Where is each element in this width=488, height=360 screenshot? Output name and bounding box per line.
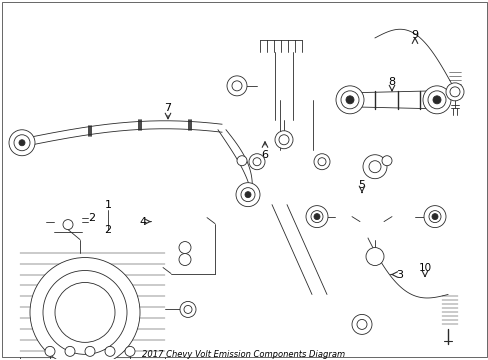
- Circle shape: [241, 188, 254, 202]
- Circle shape: [351, 314, 371, 334]
- Circle shape: [30, 257, 140, 360]
- Circle shape: [423, 206, 445, 228]
- Bar: [369, 32, 387, 44]
- Circle shape: [340, 91, 358, 109]
- Text: 2017 Chevy Volt Emission Components Diagram: 2017 Chevy Volt Emission Components Diag…: [142, 350, 345, 359]
- Circle shape: [43, 270, 127, 354]
- Polygon shape: [60, 231, 76, 239]
- Polygon shape: [231, 147, 396, 167]
- Text: 6: 6: [261, 150, 268, 160]
- Circle shape: [105, 346, 115, 356]
- Text: 7: 7: [164, 103, 171, 113]
- Bar: [246, 100, 346, 150]
- Polygon shape: [231, 339, 396, 351]
- Circle shape: [445, 83, 463, 101]
- Text: 10: 10: [418, 262, 431, 273]
- Circle shape: [305, 206, 327, 228]
- Circle shape: [449, 87, 459, 97]
- Circle shape: [335, 86, 363, 114]
- Circle shape: [346, 96, 353, 104]
- Circle shape: [313, 154, 329, 170]
- Bar: [251, 82, 341, 100]
- Bar: [54, 210, 82, 231]
- Text: 2: 2: [104, 225, 111, 235]
- Circle shape: [381, 156, 391, 166]
- Circle shape: [274, 131, 292, 149]
- Circle shape: [317, 158, 325, 166]
- Circle shape: [248, 154, 264, 170]
- Polygon shape: [155, 217, 206, 267]
- Circle shape: [422, 86, 450, 114]
- Polygon shape: [384, 167, 396, 339]
- Text: 9: 9: [410, 30, 418, 40]
- Circle shape: [125, 346, 135, 356]
- Bar: [20, 253, 164, 360]
- Bar: [339, 167, 409, 195]
- Bar: [441, 294, 457, 329]
- Bar: [251, 294, 376, 339]
- Circle shape: [310, 211, 323, 222]
- Circle shape: [9, 130, 35, 156]
- Circle shape: [236, 183, 260, 207]
- Circle shape: [55, 283, 115, 342]
- Text: 5: 5: [358, 180, 365, 190]
- Circle shape: [356, 319, 366, 329]
- Bar: [334, 195, 414, 239]
- Circle shape: [431, 213, 437, 220]
- Circle shape: [65, 346, 75, 356]
- Polygon shape: [231, 167, 244, 339]
- Circle shape: [365, 248, 383, 266]
- Circle shape: [368, 161, 380, 173]
- Circle shape: [226, 76, 246, 96]
- Circle shape: [183, 305, 192, 314]
- Circle shape: [428, 211, 440, 222]
- Circle shape: [279, 135, 288, 145]
- Circle shape: [237, 156, 246, 166]
- Bar: [448, 70, 460, 92]
- Circle shape: [432, 96, 440, 104]
- Text: 2: 2: [88, 213, 95, 222]
- Text: 1: 1: [104, 200, 111, 210]
- Circle shape: [244, 192, 250, 198]
- Text: 3: 3: [396, 270, 403, 279]
- Circle shape: [14, 135, 30, 151]
- Circle shape: [45, 346, 55, 356]
- Circle shape: [252, 158, 261, 166]
- Circle shape: [63, 220, 73, 230]
- Bar: [257, 52, 311, 120]
- Circle shape: [179, 242, 191, 253]
- Circle shape: [362, 155, 386, 179]
- Circle shape: [231, 81, 242, 91]
- Text: 4: 4: [139, 217, 146, 226]
- Circle shape: [179, 253, 191, 266]
- Circle shape: [19, 140, 25, 146]
- Text: 8: 8: [387, 77, 395, 87]
- Circle shape: [313, 213, 319, 220]
- Circle shape: [85, 346, 95, 356]
- Circle shape: [180, 301, 196, 318]
- Circle shape: [427, 91, 445, 109]
- Bar: [359, 213, 383, 231]
